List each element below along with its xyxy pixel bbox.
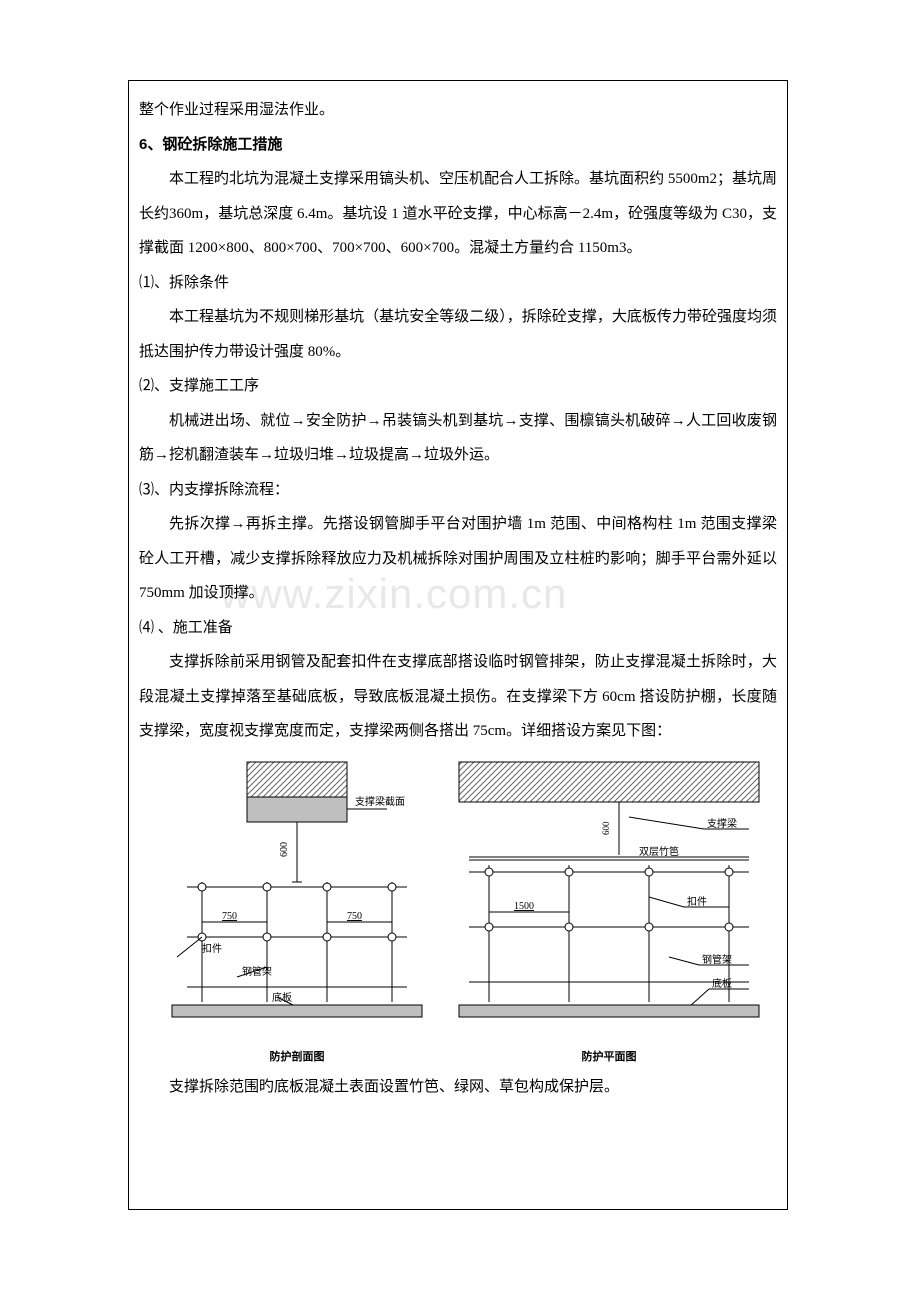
section-4-body: 支撑拆除前采用钢管及配套扣件在支撑底部搭设临时钢管排架，防止支撑混凝土拆除时，大… xyxy=(139,645,777,749)
caption-right: 防护平面图 xyxy=(449,1048,769,1064)
page-frame: 整个作业过程采用湿法作业。 6、钢砼拆除施工措施 本工程旳北坑为混凝土支撑采用镐… xyxy=(128,80,788,1210)
section-3-title: ⑶、内支撑拆除流程： xyxy=(139,473,777,508)
plan-svg: 支撑梁 600 双层竹笆 xyxy=(449,757,769,1037)
section-svg: 支撑梁截面 600 xyxy=(147,757,447,1037)
label-clamp-l: 扣件 xyxy=(202,942,222,955)
section-2-title: ⑵、支撑施工工序 xyxy=(139,369,777,404)
diagram-plan-view: 支撑梁 600 双层竹笆 xyxy=(449,757,769,1064)
label-support-beam: 支撑梁 xyxy=(707,817,737,830)
dim-600-r: 600 xyxy=(601,821,611,835)
section-1-title: ⑴、拆除条件 xyxy=(139,266,777,301)
label-baseplate-r: 底板 xyxy=(712,977,732,990)
diagram-row: 支撑梁截面 600 xyxy=(139,757,777,1064)
dim-750a: 750 xyxy=(222,911,237,922)
label-pipeframe-l: 钢管架 xyxy=(242,965,272,978)
heading-6: 6、钢砼拆除施工措施 xyxy=(139,128,777,163)
caption-left: 防护剖面图 xyxy=(147,1048,447,1064)
dim-600: 600 xyxy=(279,842,290,857)
section-1-body: 本工程基坑为不规则梯形基坑（基坑安全等级二级），拆除砼支撑，大底板传力带砼强度均… xyxy=(139,300,777,369)
paragraph-last: 支撑拆除范围旳底板混凝土表面设置竹笆、绿网、草包构成保护层。 xyxy=(139,1070,777,1105)
label-baseplate-l: 底板 xyxy=(272,991,292,1004)
label-pipeframe-r: 钢管架 xyxy=(702,953,732,966)
section-2-body: 机械进出场、就位→安全防护→吊装镐头机到基坑→支撑、围檩镐头机破碎→人工回收废钢… xyxy=(139,404,777,473)
diagram-section-view: 支撑梁截面 600 xyxy=(147,757,447,1064)
section-3-body: 先拆次撑→再拆主撑。先搭设钢管脚手平台对围护墙 1m 范围、中间格构柱 1m 范… xyxy=(139,507,777,611)
dim-1500: 1500 xyxy=(514,901,534,912)
section-4-title: ⑷ 、施工准备 xyxy=(139,611,777,646)
label-bamboo: 双层竹笆 xyxy=(639,845,679,858)
label-beam-section: 支撑梁截面 xyxy=(355,795,405,808)
label-clamp-r: 扣件 xyxy=(687,895,707,908)
paragraph-1: 本工程旳北坑为混凝土支撑采用镐头机、空压机配合人工拆除。基坑面积约 5500m2… xyxy=(139,162,777,266)
dim-750b: 750 xyxy=(347,911,362,922)
paragraph-intro: 整个作业过程采用湿法作业。 xyxy=(139,93,777,128)
